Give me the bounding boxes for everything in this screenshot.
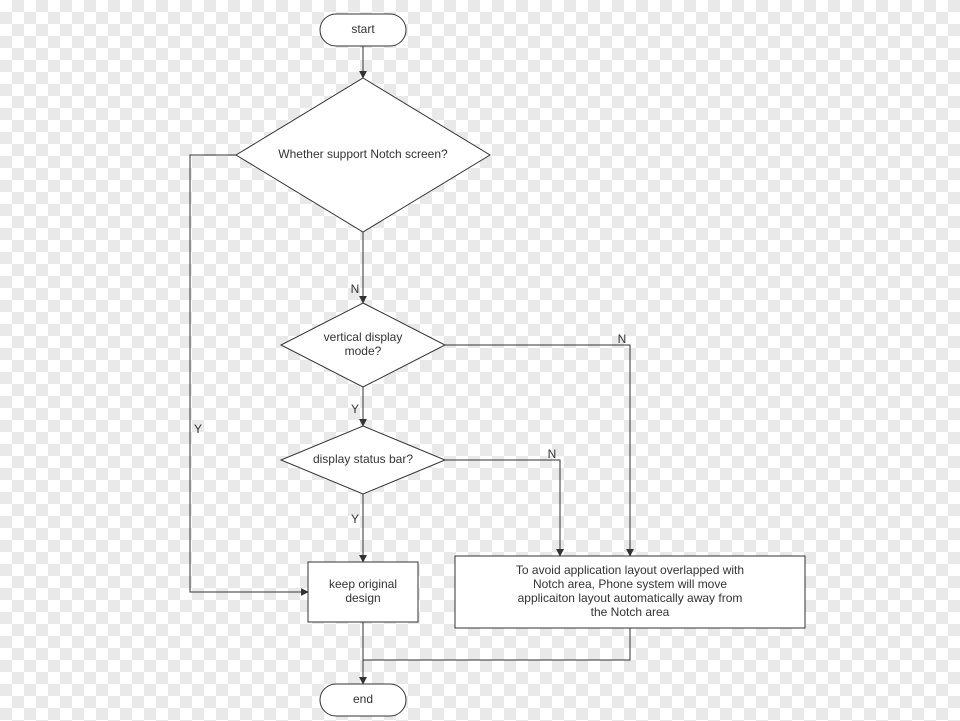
node-text-line: keep original [329, 577, 397, 591]
node-text-line: start [351, 22, 375, 36]
node-avoid: To avoid application layout overlapped w… [455, 556, 805, 628]
node-text-line: display status bar? [313, 452, 413, 466]
node-text-line: design [345, 591, 380, 605]
node-text-line: mode? [345, 344, 382, 358]
edge-label-vert-to-bar: Y [351, 402, 359, 416]
edge-labels-layer: N Y Y Y N N [194, 282, 626, 526]
node-text-line: To avoid application layout overlapped w… [516, 563, 744, 577]
node-text-line: vertical display [324, 330, 403, 344]
edge-vert-N-to-avoid [445, 345, 630, 556]
edge-label-notch-to-vert: N [351, 282, 360, 296]
edge-notch-Y-to-keep [190, 155, 308, 592]
node-text-line: end [353, 692, 373, 706]
edge-label-notch-Y-to-keep: Y [194, 422, 202, 436]
nodes-layer: start Whether support Notch screen? vertic… [236, 14, 805, 716]
edge-bar-N-to-avoid [445, 460, 560, 556]
node-start: start [320, 14, 406, 46]
flowchart-canvas: start Whether support Notch screen? vertic… [0, 0, 960, 721]
node-keep: keep originaldesign [308, 562, 418, 622]
node-text-line: Whether support Notch screen? [278, 147, 448, 161]
flowchart-svg: start Whether support Notch screen? vertic… [0, 0, 960, 721]
node-text-line: applicaiton layout automatically away fr… [518, 591, 743, 605]
node-end: end [320, 684, 406, 716]
node-q_notch: Whether support Notch screen? [236, 78, 490, 232]
node-q_vert: vertical displaymode? [281, 303, 445, 387]
edge-avoid-to-end [363, 628, 630, 660]
node-text-line: Notch area, Phone system will move [533, 577, 727, 591]
node-text-line: the Notch area [591, 605, 670, 619]
node-q_bar: display status bar? [281, 426, 445, 494]
edge-label-bar-N-to-avoid: N [548, 447, 557, 461]
edge-label-vert-N-to-avoid: N [618, 332, 627, 346]
edge-label-bar-to-keep: Y [351, 512, 359, 526]
